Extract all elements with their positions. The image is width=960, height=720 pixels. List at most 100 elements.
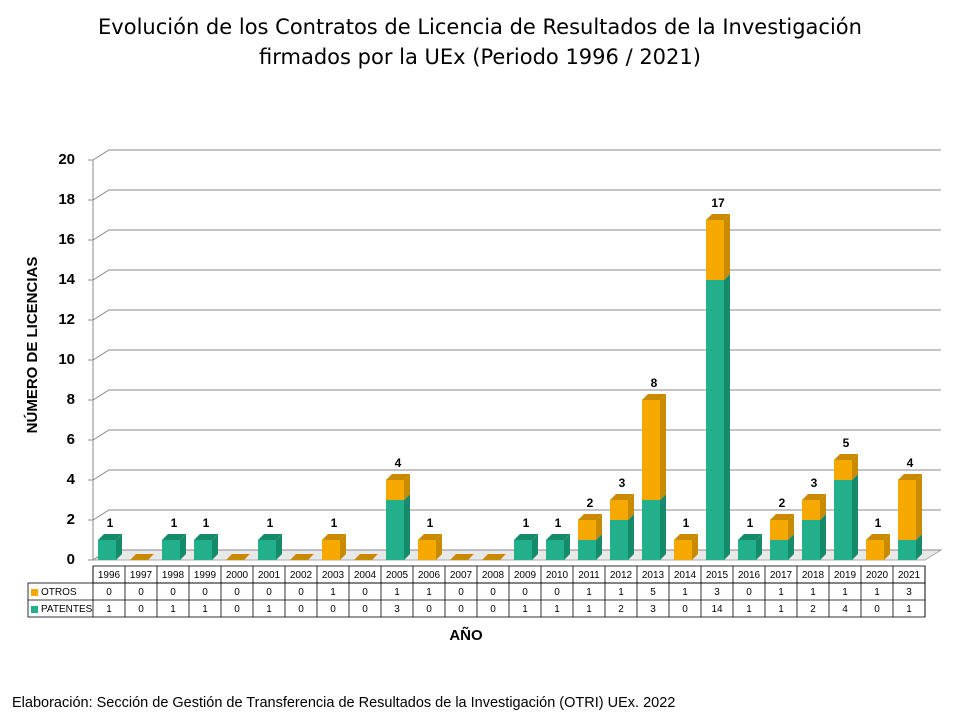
x-tick-label: 2011 xyxy=(578,570,600,581)
y-tick-label: 8 xyxy=(67,391,75,408)
bar-side xyxy=(724,274,730,560)
bar-side xyxy=(852,474,858,560)
x-tick-label: 2002 xyxy=(290,570,313,581)
x-tick-label: 1998 xyxy=(162,570,185,581)
table-value: 1 xyxy=(874,587,880,598)
bar-side xyxy=(628,514,634,560)
table-value: 0 xyxy=(106,587,112,598)
table-value: 1 xyxy=(394,587,400,598)
table-value: 0 xyxy=(522,587,528,598)
legend-label: OTROS xyxy=(41,587,77,598)
table-value: 0 xyxy=(682,604,688,615)
y-tick-label: 20 xyxy=(58,151,75,168)
x-tick-label: 2007 xyxy=(450,570,473,581)
bar-segment xyxy=(194,540,212,560)
table-value: 1 xyxy=(810,587,816,598)
table-value: 0 xyxy=(266,587,272,598)
bar-segment xyxy=(322,540,340,560)
bar-segment xyxy=(674,540,692,560)
table-value: 1 xyxy=(746,604,752,615)
x-axis-title: AÑO xyxy=(449,626,483,644)
total-label: 8 xyxy=(651,376,658,390)
y-axis-title: NÚMERO DE LICENCIAS xyxy=(23,257,41,434)
x-tick-label: 1996 xyxy=(98,570,121,581)
table-value: 0 xyxy=(170,587,176,598)
source-note: Elaboración: Sección de Gestión de Trans… xyxy=(12,695,675,711)
bar-segment xyxy=(642,500,660,560)
total-label: 3 xyxy=(811,476,818,490)
legend-swatch xyxy=(31,589,38,596)
table-value: 0 xyxy=(234,587,240,598)
x-tick-label: 2004 xyxy=(354,570,377,581)
x-tick-label: 2003 xyxy=(322,570,345,581)
bar-segment xyxy=(258,540,276,560)
table-value: 0 xyxy=(234,604,240,615)
x-tick-label: 2015 xyxy=(706,570,729,581)
y-tick-label: 14 xyxy=(58,271,75,288)
total-label: 4 xyxy=(395,456,402,470)
table-value: 1 xyxy=(586,604,592,615)
table-value: 1 xyxy=(426,587,432,598)
bar-side xyxy=(660,394,666,500)
table-value: 0 xyxy=(330,604,336,615)
bar-segment xyxy=(866,540,884,560)
bar-segment xyxy=(610,500,628,520)
legend-swatch xyxy=(31,606,38,613)
bar-side xyxy=(660,494,666,560)
table-value: 3 xyxy=(906,587,912,598)
table-value: 3 xyxy=(394,604,400,615)
total-label: 2 xyxy=(587,496,594,510)
x-tick-label: 2009 xyxy=(514,570,537,581)
bar-segment xyxy=(98,540,116,560)
table-value: 1 xyxy=(266,604,272,615)
table-value: 4 xyxy=(842,604,848,615)
total-label: 5 xyxy=(843,436,850,450)
x-tick-label: 2006 xyxy=(418,570,441,581)
table-value: 3 xyxy=(714,587,720,598)
y-tick-label: 4 xyxy=(67,471,76,488)
total-label: 1 xyxy=(747,516,754,530)
table-value: 3 xyxy=(650,604,656,615)
table-value: 1 xyxy=(906,604,912,615)
y-tick-label: 6 xyxy=(67,431,75,448)
total-label: 2 xyxy=(779,496,786,510)
total-label: 1 xyxy=(875,516,882,530)
total-label: 1 xyxy=(683,516,690,530)
table-value: 0 xyxy=(138,587,144,598)
x-tick-label: 1997 xyxy=(130,570,153,581)
bar-segment xyxy=(642,400,660,500)
table-value: 0 xyxy=(298,587,304,598)
total-label: 1 xyxy=(203,516,210,530)
x-tick-label: 1999 xyxy=(194,570,217,581)
chart-title: Evolución de los Contratos de Licencia d… xyxy=(98,15,862,39)
total-label: 1 xyxy=(267,516,274,530)
bar-segment xyxy=(834,460,852,480)
table-value: 0 xyxy=(458,604,464,615)
table-value: 0 xyxy=(202,587,208,598)
table-value: 1 xyxy=(522,604,528,615)
bar-segment xyxy=(578,540,596,560)
x-tick-label: 2008 xyxy=(482,570,505,581)
x-tick-label: 2013 xyxy=(642,570,665,581)
bar-segment xyxy=(898,540,916,560)
bar-segment xyxy=(770,520,788,540)
total-label: 1 xyxy=(107,516,114,530)
table-value: 2 xyxy=(618,604,624,615)
bar-segment xyxy=(386,480,404,500)
total-label: 1 xyxy=(555,516,562,530)
table-value: 1 xyxy=(682,587,688,598)
x-tick-label: 2014 xyxy=(674,570,697,581)
x-tick-label: 2012 xyxy=(610,570,633,581)
bar-segment xyxy=(770,540,788,560)
table-value: 2 xyxy=(810,604,816,615)
bar-segment xyxy=(738,540,756,560)
table-value: 0 xyxy=(138,604,144,615)
total-label: 17 xyxy=(711,196,725,210)
total-label: 1 xyxy=(523,516,530,530)
bar-segment xyxy=(898,480,916,540)
x-tick-label: 2010 xyxy=(546,570,569,581)
table-value: 0 xyxy=(874,604,880,615)
bar-side xyxy=(916,474,922,540)
x-tick-label: 2020 xyxy=(866,570,889,581)
